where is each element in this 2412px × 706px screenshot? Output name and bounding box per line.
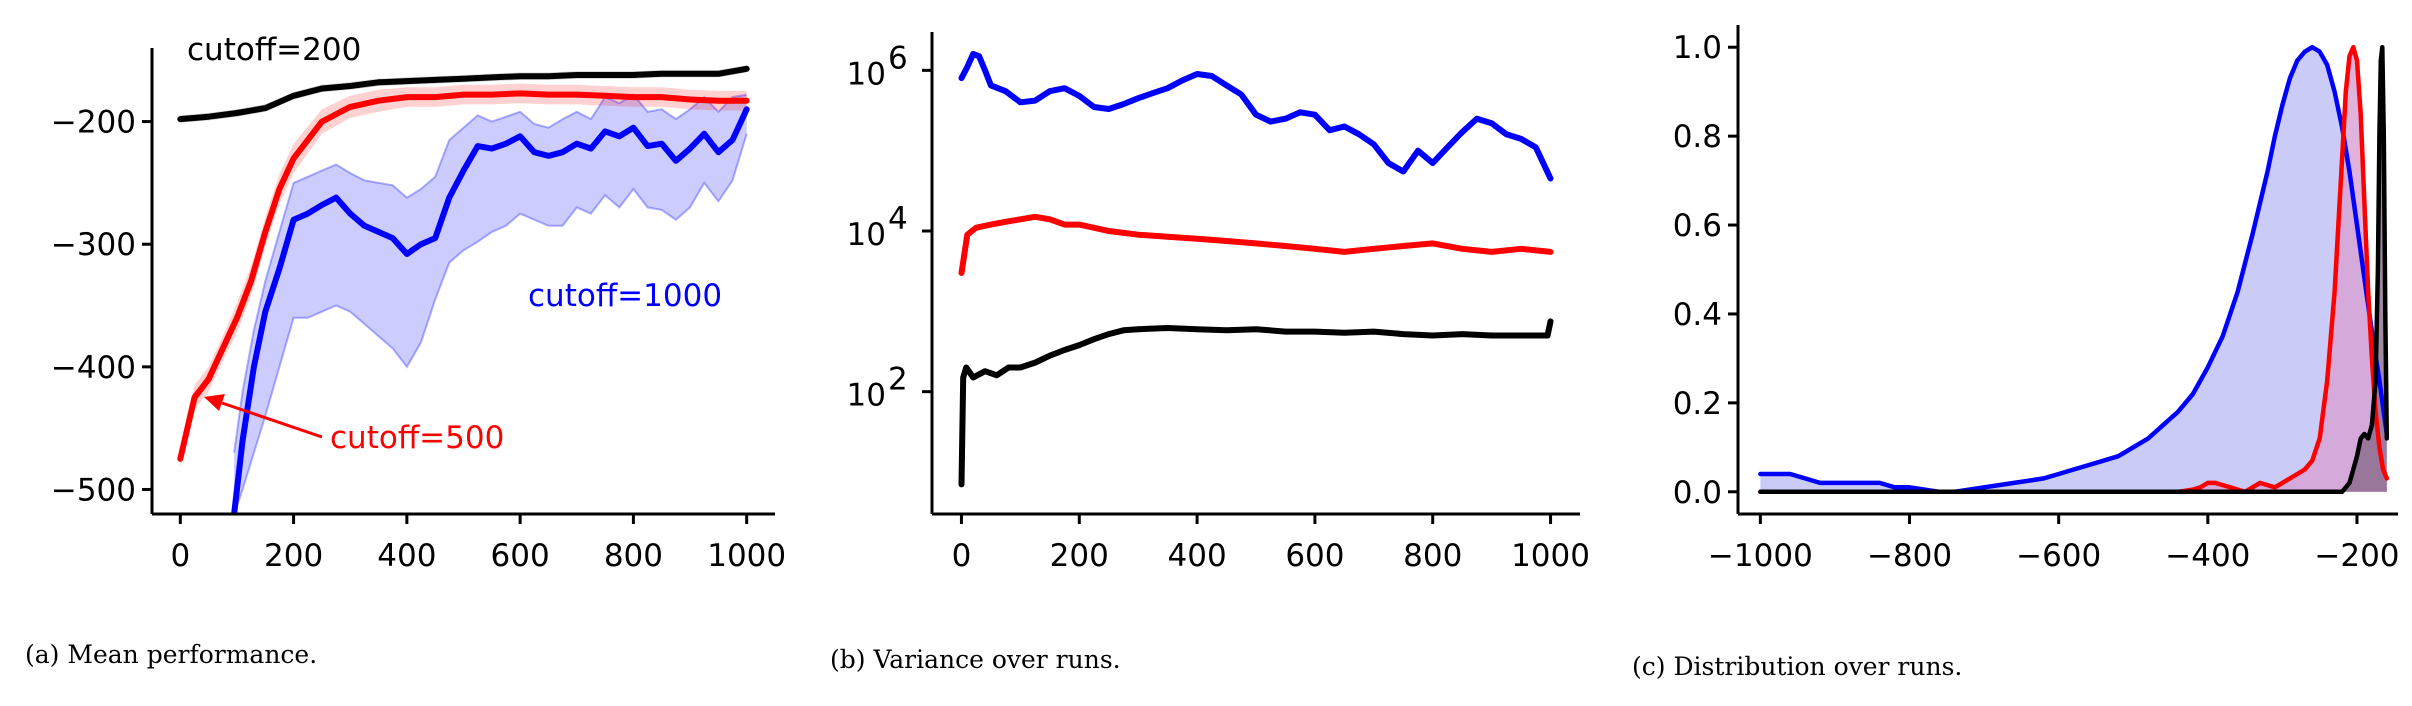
band-edge-upper-cutoff_1000	[233, 93, 747, 453]
annotation-cutoff-500: cutoff=500	[330, 420, 504, 456]
x-axis-ticks: 0 200 400 600 800 1000	[952, 514, 1590, 574]
y-tick-label: −400	[51, 350, 136, 386]
y-tick-label: 10	[847, 378, 886, 414]
y-tick-label: −300	[51, 227, 136, 263]
y-tick-label: 10	[847, 217, 886, 253]
y-tick-label: 0.0	[1673, 475, 1722, 511]
x-tick-label: −200	[2314, 538, 2399, 574]
caption-b: (b) Variance over runs.	[830, 645, 1121, 674]
x-tick-label: 400	[1168, 538, 1227, 574]
x-tick-label: 800	[1403, 538, 1462, 574]
y-tick-exponent: 2	[888, 362, 908, 398]
x-tick-label: 800	[604, 538, 663, 574]
x-tick-label: 200	[1050, 538, 1109, 574]
x-tick-label: −400	[2165, 538, 2250, 574]
x-tick-label: 1000	[707, 538, 786, 574]
plot-area	[177, 65, 750, 514]
annotation-cutoff-1000: cutoff=1000	[528, 278, 722, 314]
y-tick-label: 10	[847, 56, 886, 92]
line-cutoff_1000	[1758, 44, 2390, 495]
x-axis-ticks: 0 200 400 600 800 1000	[170, 514, 786, 574]
y-axis-ticks: 0.0 0.2 0.4 0.6 0.8 1.0	[1673, 30, 1738, 511]
x-tick-label: 200	[264, 538, 323, 574]
y-tick-exponent: 4	[888, 201, 908, 237]
area-cutoff_1000	[1760, 47, 2387, 492]
x-axis-ticks: −1000 −800 −600 −400 −200	[1708, 514, 2400, 574]
line-cutoff_200	[958, 318, 1554, 488]
caption-c: (c) Distribution over runs.	[1632, 652, 1962, 681]
x-tick-label: −1000	[1708, 538, 1813, 574]
line-cutoff_1000	[958, 50, 1554, 182]
line-cutoff_500	[958, 213, 1554, 276]
annotation-arrow-head	[204, 394, 225, 411]
panel-mean-performance: 0 200 400 600 800 1000 −500 −400 −300 −200 cutof…	[25, 32, 786, 669]
y-axis-ticks: −500 −400 −300 −200	[51, 105, 152, 508]
x-tick-label: 400	[377, 538, 436, 574]
x-tick-label: 0	[170, 538, 190, 574]
band-cutoff_1000	[234, 94, 747, 514]
y-tick-label: −200	[51, 105, 136, 141]
annotation-arrow-shaft	[221, 401, 323, 439]
y-tick-label: 1.0	[1673, 30, 1722, 66]
y-tick-label: −500	[51, 472, 136, 508]
x-tick-label: 0	[952, 538, 972, 574]
line-cutoff_1000	[231, 106, 750, 514]
area-cutoff_500	[1760, 47, 2387, 492]
line-cutoff_200	[177, 65, 750, 123]
annotation-cutoff-200: cutoff=200	[187, 32, 361, 68]
y-tick-label: 0.8	[1673, 119, 1722, 155]
caption-a: (a) Mean performance.	[25, 640, 317, 669]
x-tick-label: 1000	[1511, 538, 1590, 574]
line-cutoff_500	[177, 90, 750, 462]
y-tick-exponent: 6	[888, 40, 908, 76]
y-tick-label: 0.6	[1673, 208, 1722, 244]
plot-area	[1758, 44, 2390, 495]
x-tick-label: 600	[491, 538, 550, 574]
band-edge-lower-cutoff_1000	[233, 133, 748, 514]
x-tick-label: −800	[1867, 538, 1952, 574]
x-tick-label: −600	[2016, 538, 2101, 574]
y-tick-label: 0.2	[1673, 386, 1722, 422]
x-tick-label: 600	[1285, 538, 1344, 574]
line-cutoff_200	[1758, 44, 2390, 495]
plot-area	[958, 50, 1554, 488]
panel-distribution: −1000 −800 −600 −400 −200 0.0 0.2 0.4 0.6 0.8 1.0…	[1632, 25, 2400, 681]
y-tick-label: 0.4	[1673, 297, 1722, 333]
